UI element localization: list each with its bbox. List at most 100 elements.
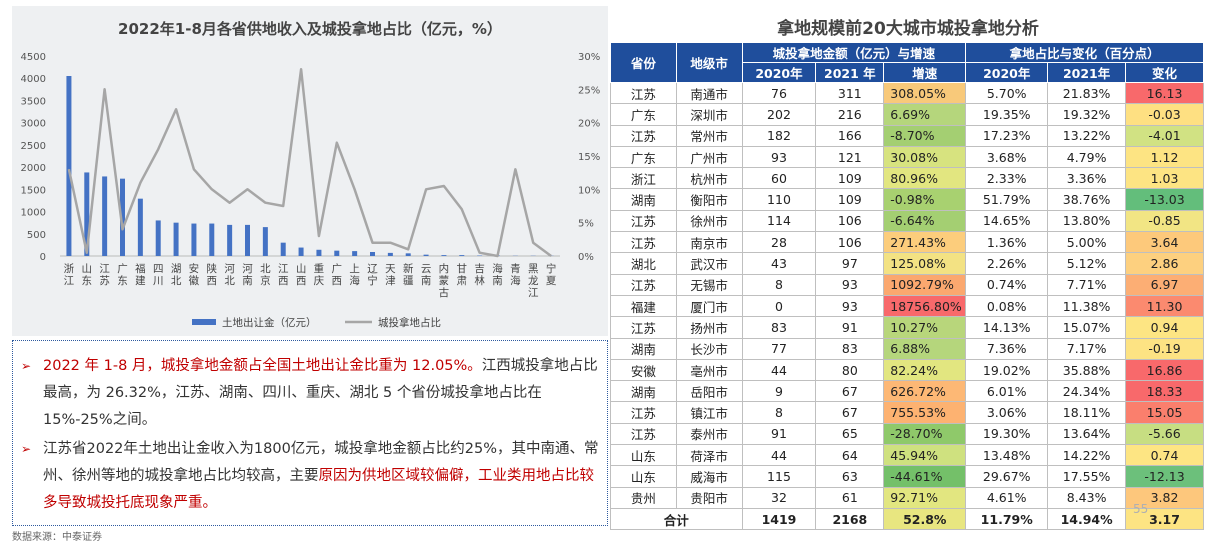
table-cell: 江苏: [610, 209, 677, 233]
y-left-tick-label: 1500: [21, 185, 46, 196]
bar-mark: [334, 250, 340, 256]
bar-mark: [370, 252, 375, 256]
x-tick-label: 广东: [117, 263, 128, 287]
line-point: [175, 108, 177, 110]
table-cell: 厦门市: [675, 294, 743, 318]
bar-mark: [191, 223, 197, 256]
table-cell: 泰州市: [675, 422, 743, 446]
table-cell: 江苏: [610, 401, 677, 424]
table-row: 湖南 岳阳市 9 67 626.72% 6.01% 24.34% 18.33: [610, 380, 1204, 403]
table-cell: 11.38%: [1047, 294, 1127, 318]
line-point: [461, 208, 463, 210]
table-cell: -0.19: [1125, 337, 1204, 360]
line-point: [264, 202, 266, 204]
table-cell: 65: [815, 422, 885, 446]
bar-mark: [262, 227, 268, 256]
bullet-1: ➢ 2022 年 1-8 月，城投拿地金额占全国土地出让金比重为 12.05%。…: [21, 353, 601, 434]
bar-mark: [137, 198, 143, 256]
line-point: [229, 202, 231, 204]
table-cell: 3.06%: [965, 401, 1049, 424]
table-cell: 深圳市: [675, 103, 743, 126]
table-cell: 广东: [610, 103, 677, 126]
table-cell: 91: [815, 316, 885, 339]
table-cell: 44: [741, 358, 817, 382]
table-cell: 77: [741, 337, 817, 360]
table-cell: -13.03: [1125, 188, 1204, 211]
table-cell: 南通市: [675, 81, 743, 105]
bar-mark: [120, 178, 125, 256]
table-cell: 15.07%: [1047, 316, 1127, 339]
table-cell: 82.24%: [883, 358, 967, 382]
bar-mark: [405, 253, 411, 256]
table-cell: 32: [741, 486, 817, 509]
x-tick-label: 陕西: [207, 262, 218, 287]
table-cell: 28: [741, 231, 817, 254]
table-cell: 43: [741, 252, 817, 275]
table-cell: 202: [741, 103, 817, 126]
y-left-tick-label: 0: [40, 252, 46, 263]
table-cell: 16.86: [1125, 358, 1204, 382]
line-point: [354, 188, 356, 190]
chart-panel: 2022年1-8月各省供地收入及城投拿地占比（亿元，%） 0 500 1000 150…: [12, 6, 608, 336]
table-cell: 江苏: [610, 316, 677, 339]
col-growth: 增速: [883, 62, 967, 83]
table-cell: 61: [815, 486, 885, 509]
x-tick-label: 广西: [332, 263, 343, 287]
table-cell: 76: [741, 81, 817, 105]
table-cell: 83: [741, 316, 817, 339]
table-cell: 5.12%: [1047, 252, 1127, 275]
table-cell: 63: [815, 465, 885, 488]
y-right-tick-label: 10%: [578, 185, 600, 196]
table-cell: -28.70%: [883, 422, 967, 446]
table-cell: 19.02%: [965, 358, 1049, 382]
table-cell: 贵州: [610, 486, 677, 509]
x-tick-label: 河北: [224, 263, 235, 287]
table-cell: 8.43%: [1047, 486, 1127, 509]
table-cell: 166: [815, 124, 885, 147]
y-left-tick-label: 3000: [21, 119, 46, 130]
table-cell: 0.74: [1125, 444, 1204, 467]
table-cell: 13.22%: [1047, 124, 1127, 147]
table-cell: 0.94: [1125, 316, 1204, 339]
table-cell: 93: [815, 273, 885, 296]
total-cell: 11.79%: [965, 507, 1049, 531]
table-cell: 7.17%: [1047, 337, 1127, 360]
line-point: [532, 242, 534, 244]
bar-mark: [387, 252, 393, 256]
y-right-tick-label: 20%: [578, 119, 600, 130]
table-cell: 13.48%: [965, 444, 1049, 467]
table-cell: 江苏: [610, 422, 677, 446]
table-cell: 11.30: [1125, 294, 1204, 318]
table-cell: 125.08%: [883, 252, 967, 275]
table-cell: 6.01%: [965, 380, 1049, 403]
table-cell: 2.26%: [965, 252, 1049, 275]
bar-mark: [102, 176, 108, 256]
x-tick-label: 辽宁: [367, 263, 378, 287]
table-cell: 3.82: [1125, 486, 1204, 509]
line-point: [389, 242, 391, 244]
col-group-share: 拿地占比与变化（百分点）: [965, 42, 1204, 63]
y-right-tick-label: 15%: [578, 152, 600, 163]
table-cell: 2.86: [1125, 252, 1204, 275]
data-source: 数据来源：中泰证券: [12, 532, 102, 543]
table-cell: 51.79%: [965, 188, 1049, 211]
table-cell: 长沙市: [675, 337, 743, 360]
table-cell: 无锡市: [675, 273, 743, 296]
total-cell: 14.94%: [1047, 507, 1127, 531]
table-cell: 1.12: [1125, 145, 1204, 169]
table-cell: 7.71%: [1047, 273, 1127, 296]
table-cell: 114: [741, 209, 817, 233]
table-cell: 南京市: [675, 231, 743, 254]
line-series-path: [67, 68, 552, 258]
table-cell: 2.33%: [965, 167, 1049, 190]
table-cell: 湖南: [610, 380, 677, 403]
x-tick-label: 安徽: [189, 262, 200, 287]
table-cell: 亳州市: [675, 358, 743, 382]
line-point: [514, 168, 516, 170]
x-tick-label: 内蒙古: [439, 262, 450, 299]
bar-mark: [245, 224, 250, 256]
col-city: 地级市: [675, 42, 743, 83]
table-row: 湖南 衡阳市 110 109 -0.98% 51.79% 38.76% -13.03: [610, 188, 1204, 211]
line-point: [425, 188, 427, 190]
table-cell: 安徽: [610, 358, 677, 382]
